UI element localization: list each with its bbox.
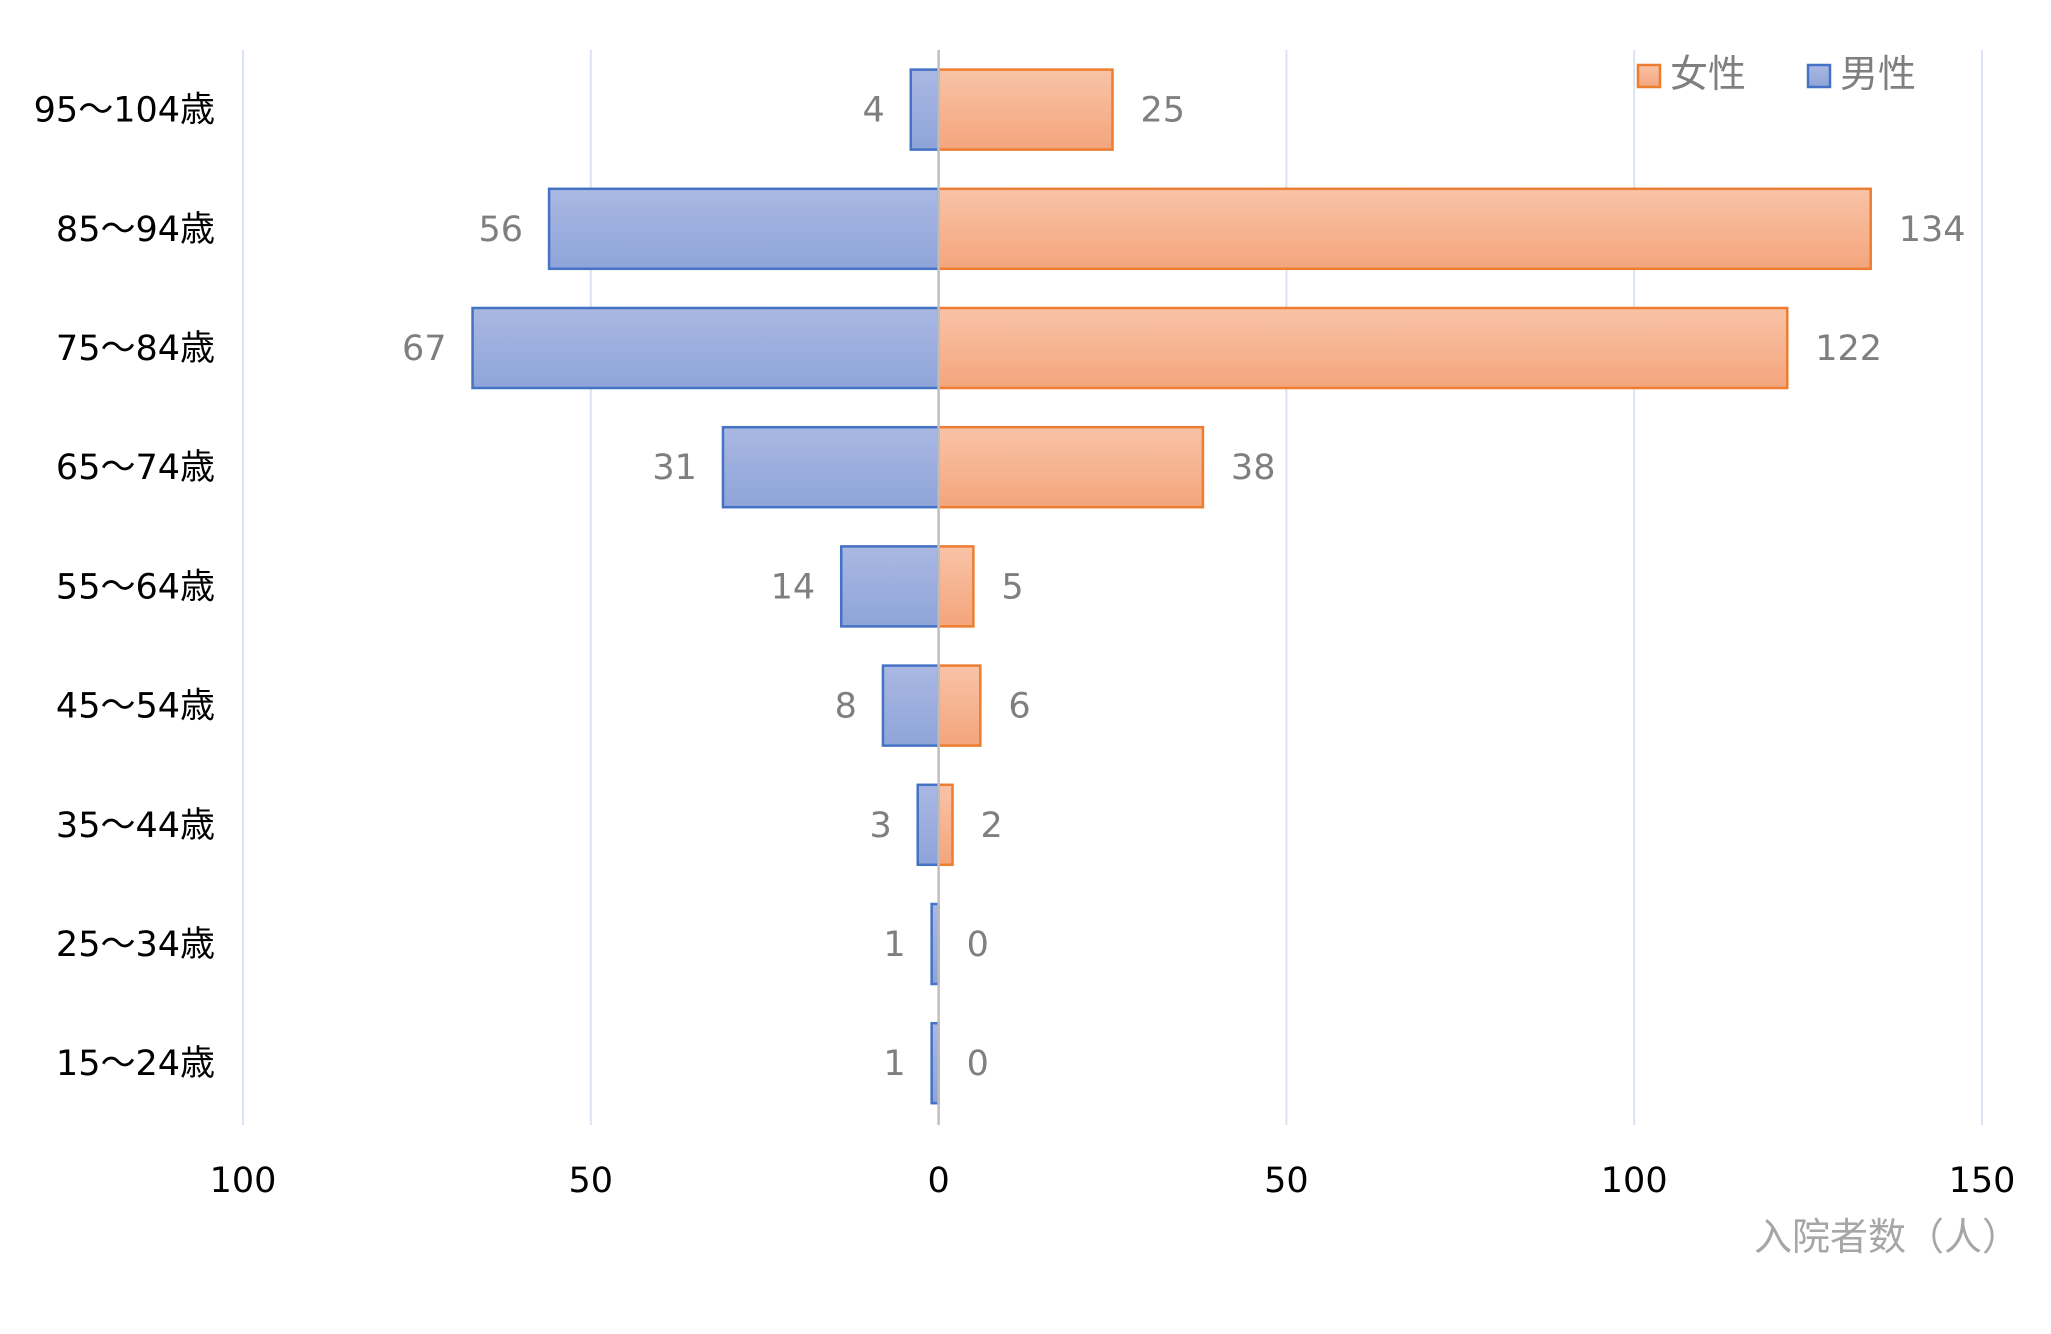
- category-label: 15〜24歳: [56, 1044, 215, 1084]
- bar-female: [937, 187, 1872, 271]
- data-label-male: 31: [652, 448, 697, 488]
- category-label: 75〜84歳: [56, 329, 215, 369]
- data-label-male: 56: [479, 210, 524, 250]
- category-label: 25〜34歳: [56, 925, 215, 965]
- x-tick-label: 150: [1949, 1161, 2016, 1201]
- legend-swatch: [1806, 63, 1832, 89]
- data-label-female: 2: [981, 806, 1003, 846]
- data-label-male: 14: [771, 567, 816, 607]
- data-label-male: 8: [835, 687, 857, 727]
- data-label-female: 6: [1008, 687, 1030, 727]
- x-tick-label: 100: [1601, 1161, 1668, 1201]
- bar-female: [937, 783, 954, 867]
- bar-female: [937, 68, 1114, 151]
- data-label-female: 134: [1899, 210, 1966, 250]
- legend-label: 女性: [1670, 52, 1746, 96]
- data-label-female: 38: [1231, 448, 1276, 488]
- data-label-female: 0: [967, 925, 989, 965]
- data-label-male: 3: [869, 806, 891, 846]
- bar-male: [547, 187, 940, 271]
- x-tick-label: 50: [1264, 1161, 1309, 1201]
- category-label: 55〜64歳: [56, 567, 215, 607]
- bar-female: [937, 306, 1789, 390]
- data-label-female: 25: [1141, 91, 1186, 131]
- category-label: 65〜74歳: [56, 448, 215, 488]
- bar-male: [471, 306, 940, 390]
- bar-female: [937, 664, 982, 747]
- category-label: 85〜94歳: [56, 210, 215, 250]
- data-label-female: 0: [967, 1044, 989, 1084]
- data-label-male: 4: [862, 91, 884, 131]
- bar-male: [881, 664, 940, 747]
- bar-male: [721, 425, 940, 509]
- x-tick-label: 100: [210, 1161, 277, 1201]
- legend: 女性 男性: [1636, 52, 1916, 96]
- data-label-female: 122: [1815, 329, 1882, 369]
- category-label: 95〜104歳: [34, 91, 215, 131]
- data-label-male: 67: [402, 329, 447, 369]
- data-label-male: 1: [883, 1044, 905, 1084]
- bar-male: [839, 545, 940, 628]
- x-tick-label: 0: [927, 1161, 949, 1201]
- bar-female: [937, 545, 975, 628]
- x-axis-title: 入院者数（人）: [1754, 1215, 2020, 1259]
- x-tick-label: 50: [569, 1161, 614, 1201]
- bars: [471, 68, 1872, 1105]
- category-label: 45〜54歳: [56, 687, 215, 727]
- legend-swatch: [1636, 63, 1662, 89]
- category-label: 35〜44歳: [56, 806, 215, 846]
- bar-male: [916, 783, 940, 867]
- data-label-female: 5: [1001, 567, 1023, 607]
- bar-female: [937, 425, 1205, 509]
- legend-label: 男性: [1840, 52, 1916, 96]
- bar-male: [909, 68, 940, 151]
- data-label-male: 1: [883, 925, 905, 965]
